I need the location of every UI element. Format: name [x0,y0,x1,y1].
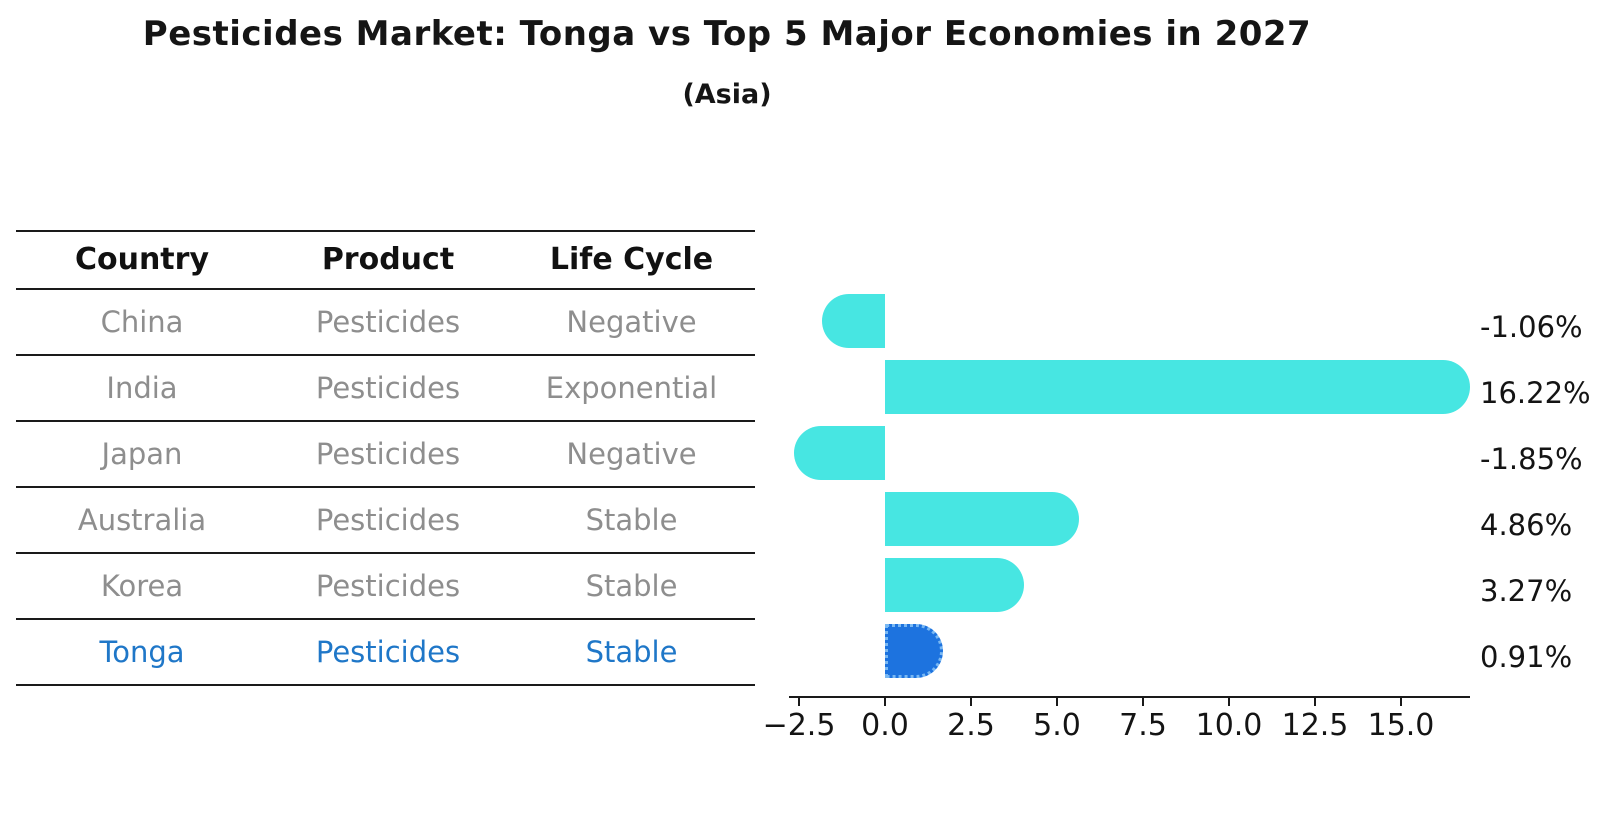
x-axis-tick [1142,698,1144,706]
x-axis-line [789,696,1470,698]
table-cell-product: Pesticides [315,503,461,537]
table-cell-product: Pesticides [315,569,461,603]
table-cell-life_cycle: Negative [566,305,697,339]
x-axis-tick-label: 12.5 [1281,708,1349,743]
table-cell-life_cycle: Negative [566,437,697,471]
x-axis-tick-label: 15.0 [1367,708,1435,743]
table-cell-product: Pesticides [315,635,461,669]
bar-value-label: 0.91% [1480,640,1573,674]
bar-australia [885,492,1080,546]
x-axis-tick [1314,698,1316,706]
table-cell-country: Tonga [99,635,185,669]
table-row: Tonga Pesticides Stable [16,620,755,686]
x-axis-tick [1056,698,1058,706]
table-cell-life_cycle: Stable [585,635,678,669]
table-cell-life_cycle: Stable [585,569,678,603]
x-axis-tick-label: 5.0 [1033,708,1081,743]
table-row: India Pesticides Exponential [16,356,755,422]
x-axis-tick-label: 10.0 [1195,708,1263,743]
x-axis-tick-label: −2.5 [762,708,836,743]
bar-value-label: 4.86% [1480,508,1573,542]
table-header-row: Country Product Life Cycle [16,232,755,290]
table-row: China Pesticides Negative [16,290,755,356]
table-cell-country: Australia [77,503,207,537]
table-row: Japan Pesticides Negative [16,422,755,488]
bar-korea [885,558,1025,612]
table-header-cell: Product [321,242,455,277]
x-axis-tick [1400,698,1402,706]
country-table: Country Product Life Cycle China Pesticides… [16,230,755,686]
table-cell-product: Pesticides [315,305,461,339]
bar-value-label: -1.06% [1480,310,1583,344]
table-row: Korea Pesticides Stable [16,554,755,620]
table-cell-country: Japan [101,437,183,471]
table-cell-life_cycle: Stable [585,503,678,537]
table-cell-country: India [106,371,178,405]
bar-tonga [885,624,944,678]
chart-subtitle: (Asia) [682,79,772,110]
table-cell-life_cycle: Exponential [545,371,718,405]
x-axis-tick [798,698,800,706]
x-axis-tick [884,698,886,706]
table-header-cell: Country [74,242,210,277]
table-cell-country: China [100,305,184,339]
table-row: Australia Pesticides Stable [16,488,755,554]
x-axis-tick-label: 2.5 [947,708,995,743]
bar-value-label: 16.22% [1480,376,1591,410]
chart-title: Pesticides Market: Tonga vs Top 5 Major … [142,14,1312,54]
table-cell-product: Pesticides [315,437,461,471]
x-axis-tick [1228,698,1230,706]
table-header-cell: Life Cycle [549,242,714,277]
table-cell-country: Korea [100,569,184,603]
bar-japan [794,426,885,480]
bar-value-label: -1.85% [1480,442,1583,476]
bar-value-label: 3.27% [1480,574,1573,608]
x-axis-tick-label: 0.0 [861,708,909,743]
x-axis-tick-label: 7.5 [1119,708,1167,743]
bar-china [821,294,885,348]
x-axis-tick [970,698,972,706]
bar-india [885,360,1470,414]
table-cell-product: Pesticides [315,371,461,405]
